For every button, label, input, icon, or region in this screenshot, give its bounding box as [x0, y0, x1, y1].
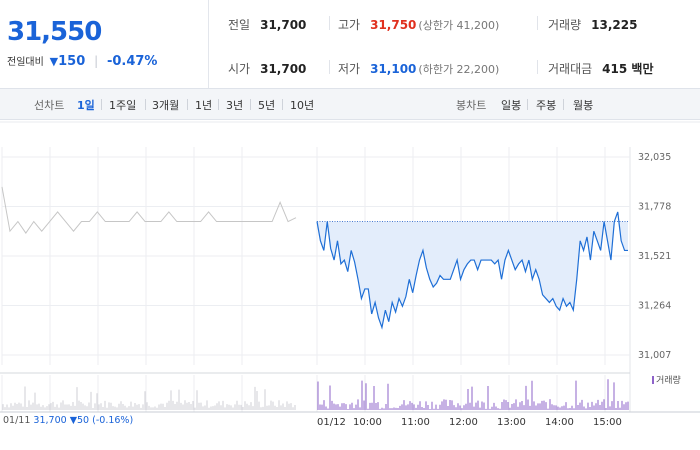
divider [329, 60, 330, 74]
divider [563, 99, 564, 110]
prev-day-change: 50 [77, 415, 90, 426]
divider [537, 16, 538, 30]
stat-label: 거래대금 [548, 62, 593, 76]
tab-1year[interactable]: 1년 [195, 99, 213, 112]
stat-note: (하한가 22,200) [418, 63, 500, 76]
tab-daily-candle[interactable]: 일봉 [501, 99, 522, 112]
x-axis-label: 12:00 [449, 417, 478, 428]
change-label: 전일대비 [7, 57, 44, 68]
divider [527, 99, 528, 110]
y-axis-label: 31,521 [638, 251, 671, 262]
tab-5year[interactable]: 5년 [258, 99, 276, 112]
tab-monthly-candle[interactable]: 월봉 [573, 99, 594, 112]
current-price-block: 31,550 전일대비 ▼150 | -0.47% [0, 0, 209, 88]
candle-chart-label: 봉차트 [456, 99, 487, 112]
divider [145, 99, 146, 110]
tab-10year[interactable]: 10년 [290, 99, 315, 112]
price-chart: 32,035 31,778 31,521 31,264 31,007 01/12 10:0… [0, 121, 700, 428]
y-axis-label: 32,035 [638, 152, 671, 163]
chart-tab-bar: 선차트 1일 1주일 3개월 1년 3년 5년 10년 봉차트 일봉 주봉 월봉 [0, 89, 700, 120]
stat-value: 31,100 [370, 62, 417, 76]
x-axis-label: 10:00 [353, 417, 382, 428]
stat-label: 저가 [338, 62, 361, 76]
stat-amount: 거래대금 415 백만 [548, 60, 653, 77]
stat-label: 전일 [228, 18, 251, 32]
x-axis-label: 15:00 [593, 417, 622, 428]
stat-high: 고가 31,750 (상한가 41,200) [338, 16, 499, 33]
stat-note: (상한가 41,200) [418, 19, 500, 32]
x-axis-label: 13:00 [497, 417, 526, 428]
x-axis-label: 14:00 [545, 417, 574, 428]
divider [187, 99, 188, 110]
prev-day-pct: (-0.16%) [92, 415, 134, 426]
current-price: 31,550 [7, 17, 102, 47]
volume-bars [2, 379, 629, 410]
stat-label: 시가 [228, 62, 251, 76]
tab-3year[interactable]: 3년 [226, 99, 244, 112]
down-arrow-icon: ▼ [69, 415, 78, 426]
divider [101, 99, 102, 110]
stat-value: 13,225 [591, 18, 638, 32]
prev-day-price: 31,700 [33, 415, 67, 426]
today-line [316, 211, 628, 330]
stat-low: 저가 31,100 (하한가 22,200) [338, 60, 499, 77]
chart-lines [1, 186, 628, 330]
divider: | [94, 54, 99, 68]
y-axis-label: 31,264 [638, 301, 671, 312]
volume-legend-label: 거래량 [656, 376, 681, 386]
prev-day-line [1, 186, 297, 234]
y-axis-label: 31,778 [638, 202, 671, 213]
change-value: 150 [58, 54, 86, 69]
stat-open: 시가 31,700 [228, 60, 306, 77]
change-percent: -0.47% [106, 54, 158, 69]
change-row: 전일대비 ▼150 | -0.47% [7, 53, 157, 69]
tab-3month[interactable]: 3개월 [152, 99, 180, 112]
prev-day-date: 01/11 [3, 415, 31, 426]
tab-weekly-candle[interactable]: 주봉 [536, 99, 557, 112]
line-chart-label: 선차트 [34, 99, 65, 112]
stat-volume: 거래량 13,225 [548, 16, 637, 33]
y-axis-label: 31,007 [638, 350, 671, 361]
stat-label: 거래량 [548, 18, 582, 32]
stat-value: 31,700 [260, 62, 307, 76]
stat-value: 31,700 [260, 18, 307, 32]
y-axis-labels: 32,035 31,778 31,521 31,264 31,007 [638, 152, 671, 361]
x-axis-label: 11:00 [401, 417, 430, 428]
tab-1day[interactable]: 1일 [77, 99, 95, 112]
stat-value: 415 백만 [602, 62, 654, 76]
divider [537, 60, 538, 74]
stat-prev-close: 전일 31,700 [228, 16, 306, 33]
prev-day-info: 01/11 31,700 ▼50 (-0.16%) [3, 415, 133, 426]
chart-fill-area [317, 221, 628, 328]
stat-label: 고가 [338, 18, 361, 32]
volume-legend: 거래량 [652, 373, 681, 386]
x-axis-labels: 01/12 10:00 11:00 12:00 13:00 14:00 15:00 [317, 417, 622, 428]
tab-1week[interactable]: 1주일 [109, 99, 137, 112]
stat-value: 31,750 [370, 18, 417, 32]
divider [282, 99, 283, 110]
volume-legend-swatch [652, 376, 654, 384]
below-reference-fill [317, 221, 628, 328]
divider [218, 99, 219, 110]
down-arrow-icon: ▼ [49, 55, 59, 68]
price-summary: 31,550 전일대비 ▼150 | -0.47% 전일 31,700 시가 31,… [0, 0, 700, 89]
x-axis-label: 01/12 [317, 417, 346, 428]
divider [250, 99, 251, 110]
chart-grid [0, 121, 700, 413]
divider [329, 16, 330, 30]
